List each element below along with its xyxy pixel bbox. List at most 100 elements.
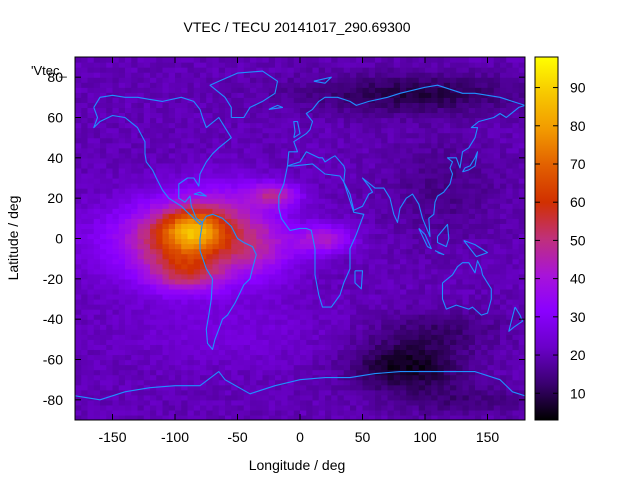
heatmap-cell [475,97,482,103]
heatmap-cell [443,399,451,406]
heatmap-cell [187,314,195,320]
heatmap-cell [268,188,276,194]
heatmap-cell [256,409,264,416]
heatmap-cell [487,248,495,255]
heatmap-cell [325,238,332,245]
heatmap-cell [475,157,482,164]
heatmap-cell [256,117,264,124]
heatmap-cell [175,253,182,260]
heatmap-cell [331,57,339,63]
heatmap-cell [137,369,145,376]
heatmap-cell [237,299,245,305]
heatmap-cell [237,283,245,290]
heatmap-cell [200,364,207,371]
heatmap-cell [218,157,226,164]
heatmap-cell [200,87,207,93]
heatmap-cell [268,62,276,68]
heatmap-cell [275,334,282,340]
heatmap-cell [356,213,364,219]
heatmap-cell [375,203,382,209]
heatmap-cell [443,87,451,93]
heatmap-cell [137,57,145,63]
heatmap-cell [212,404,220,411]
heatmap-cell [487,273,495,280]
heatmap-cell [218,409,226,416]
heatmap-cell [318,344,326,351]
heatmap-cell [268,248,276,255]
heatmap-cell [375,147,382,154]
heatmap-cell [106,309,114,315]
heatmap-cell [500,57,507,63]
heatmap-cell [325,183,332,189]
heatmap-cell [418,248,426,255]
heatmap-cell [475,82,482,88]
heatmap-cell [318,364,326,371]
heatmap-cell [193,248,201,255]
heatmap-cell [275,278,282,285]
heatmap-cell [156,288,164,295]
heatmap-cell [87,102,95,109]
heatmap-cell [393,117,401,124]
heatmap-cell [125,127,132,134]
heatmap-cell [300,253,307,260]
heatmap-cell [400,137,407,144]
heatmap-cell [306,288,314,295]
heatmap-cell [225,82,232,88]
heatmap-cell [412,107,420,114]
heatmap-cell [468,172,476,179]
heatmap-cell [150,122,157,129]
heatmap-cell [156,62,164,68]
heatmap-cell [343,248,351,255]
heatmap-cell [368,314,376,320]
heatmap-cell [193,213,201,219]
heatmap-cell [443,137,451,144]
heatmap-cell [481,283,489,290]
heatmap-cell [406,334,414,340]
heatmap-cell [481,349,489,356]
heatmap-cell [312,354,320,361]
heatmap-cell [200,359,207,366]
heatmap-cell [456,349,464,356]
heatmap-cell [212,319,220,325]
heatmap-cell [150,72,157,78]
heatmap-cell [468,72,476,78]
heatmap-cell [306,258,314,265]
heatmap-cell [425,218,432,224]
heatmap-cell [256,157,264,164]
heatmap-cell [343,157,351,164]
heatmap-cell [193,127,201,134]
heatmap-cell [193,87,201,93]
heatmap-cell [156,399,164,406]
heatmap-cell [425,223,432,230]
heatmap-cell [450,258,457,265]
heatmap-cell [500,87,507,93]
heatmap-cell [237,354,245,361]
heatmap-cell [175,142,182,149]
heatmap-cell [343,344,351,351]
heatmap-cell [75,394,82,401]
heatmap-cell [487,142,495,149]
heatmap-cell [293,233,301,240]
heatmap-cell [362,188,370,194]
heatmap-cell [181,253,189,260]
heatmap-cell [362,339,370,345]
heatmap-cell [262,67,270,73]
heatmap-cell [131,62,139,68]
heatmap-cell [225,112,232,119]
heatmap-cell [287,122,295,129]
heatmap-cell [350,137,357,144]
heatmap-cell [268,132,276,139]
heatmap-cell [481,253,489,260]
heatmap-cell [487,203,495,209]
heatmap-cell [131,263,139,270]
heatmap-cell [275,319,282,325]
heatmap-cell [356,112,364,119]
heatmap-cell [118,314,126,320]
heatmap-cell [356,309,364,315]
heatmap-cell [181,178,189,184]
heatmap-cell [456,62,464,68]
heatmap-cell [243,349,251,356]
heatmap-cell [325,258,332,265]
heatmap-cell [493,324,501,330]
heatmap-cell [493,304,501,310]
